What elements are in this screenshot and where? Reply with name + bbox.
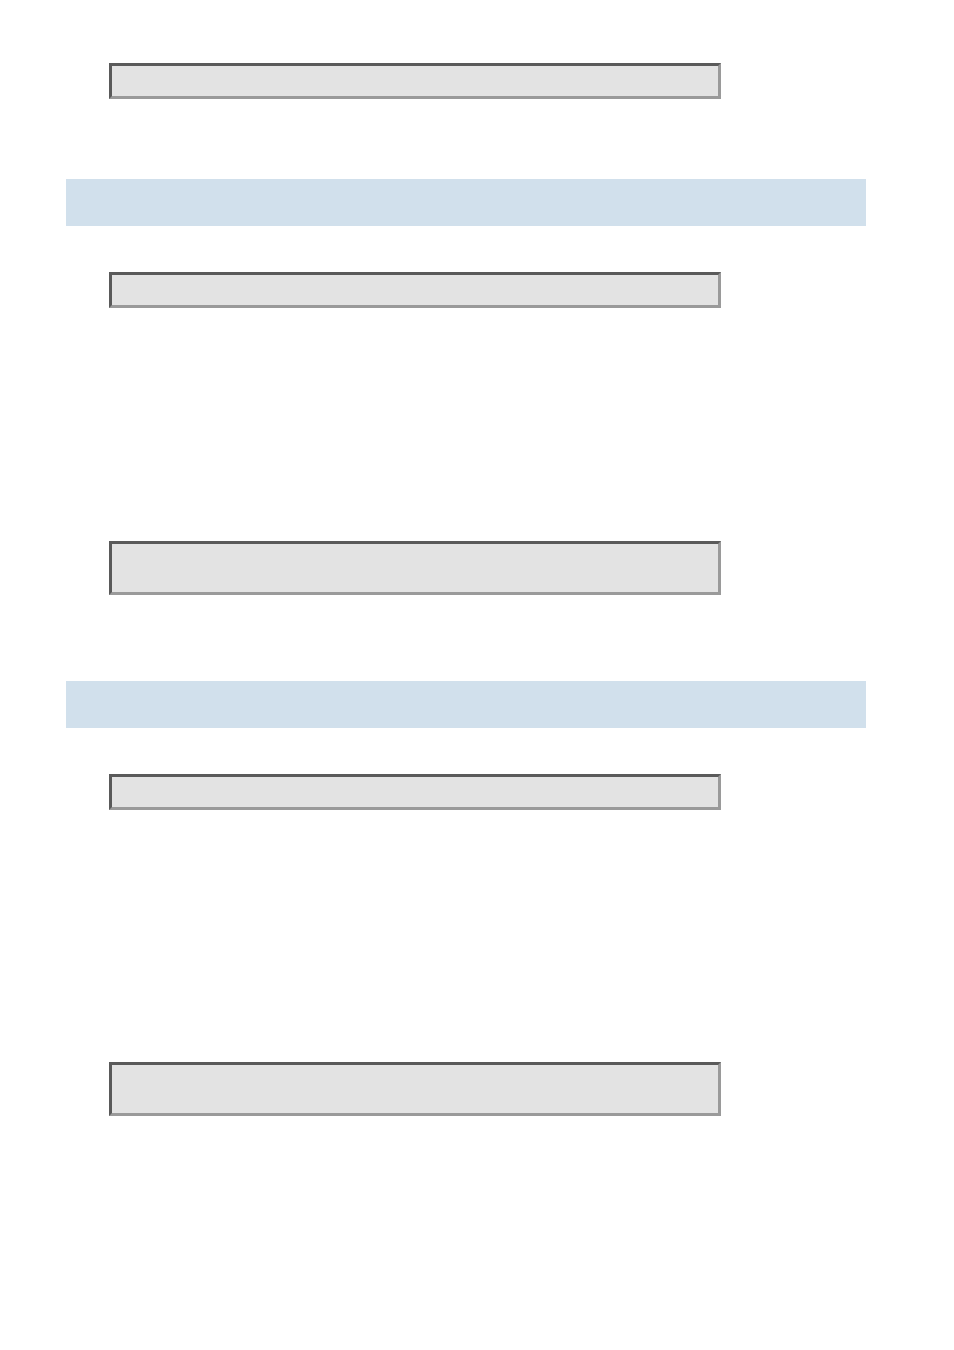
section-header-2 — [66, 681, 866, 728]
form-page — [0, 0, 954, 1350]
text-input-1[interactable] — [109, 63, 721, 99]
text-input-3[interactable] — [109, 541, 721, 595]
text-input-5[interactable] — [109, 1062, 721, 1116]
text-input-4[interactable] — [109, 774, 721, 810]
section-header-1 — [66, 179, 866, 226]
text-input-2[interactable] — [109, 272, 721, 308]
